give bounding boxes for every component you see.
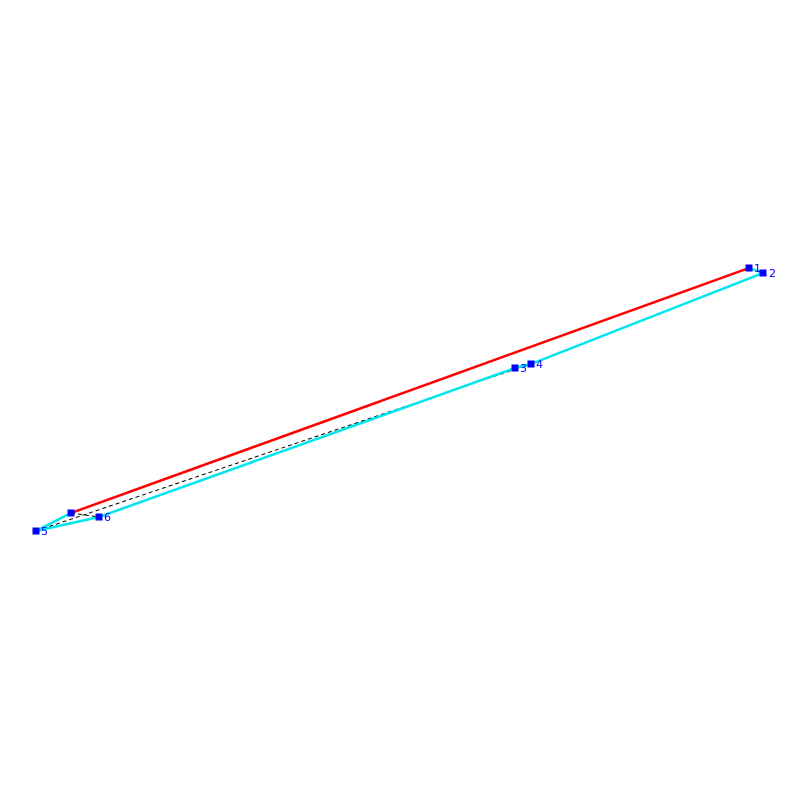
vertices-layer — [32, 264, 767, 535]
cyan-edge-5-6 — [35, 515, 100, 533]
cyan-edge-4-2 — [530, 271, 764, 366]
vertex-label-3: 3 — [520, 362, 527, 375]
red-edge-7-1 — [70, 266, 750, 515]
labels-layer: 1 23 456 — [41, 262, 776, 538]
vertex-marker-3 — [511, 364, 519, 372]
vertex-label-2: 2 — [769, 267, 776, 280]
edges-layer — [35, 266, 764, 533]
vertex-marker-6 — [95, 513, 103, 521]
vertex-marker-1 — [745, 264, 753, 272]
vertex-marker-5 — [32, 527, 40, 535]
dashed-edge-7-6 — [70, 512, 100, 518]
vertex-marker-4 — [527, 360, 535, 368]
cyan-edge-7-5 — [35, 511, 72, 533]
vertex-label-1: 1 — [754, 262, 761, 275]
vertex-marker-2 — [759, 269, 767, 277]
vertex-marker-7 — [67, 509, 75, 517]
cyan-edge-6-3 — [98, 366, 516, 519]
vertex-label-4: 4 — [536, 358, 543, 371]
vertex-label-5: 5 — [41, 525, 48, 538]
vertex-label-6: 6 — [104, 511, 111, 524]
